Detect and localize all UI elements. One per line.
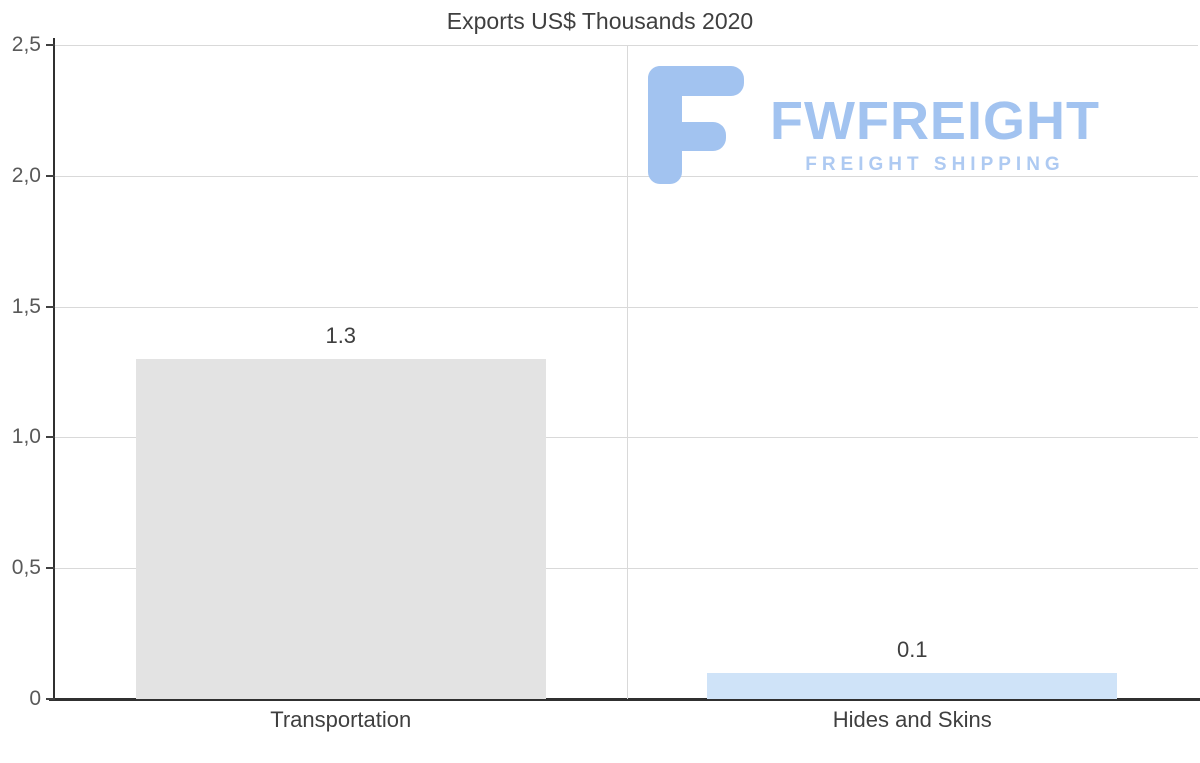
chart-title: Exports US$ Thousands 2020: [446, 8, 754, 34]
y-axis-tick: [46, 174, 55, 177]
gridline-vertical: [626, 45, 628, 699]
y-axis-tick: [46, 305, 55, 308]
y-axis-tick-label: 0: [29, 687, 41, 710]
y-axis-tick: [46, 567, 55, 570]
y-axis-tick: [46, 44, 55, 46]
x-axis-line: [49, 698, 1200, 701]
x-axis-category-label: Transportation: [270, 707, 412, 732]
y-axis-tick-label: 1,5: [11, 294, 41, 318]
bar-value-label: 0.1: [896, 636, 928, 662]
bar-transportation: [135, 358, 546, 699]
fwfreight-tagline: FREIGHT SHIPPING: [805, 154, 1065, 175]
bar-hides-and-skins: [707, 672, 1118, 699]
fwfreight-logo-text: FWFREIGHT FREIGHT SHIPPING: [770, 94, 1100, 176]
bar-value-label: 1.3: [325, 322, 357, 348]
x-axis-category-label: Hides and Skins: [832, 707, 992, 732]
fwfreight-brand-text: FWFREIGHT: [770, 91, 1100, 151]
fwfreight-logo-icon: [648, 66, 744, 184]
y-axis-line: [53, 38, 55, 701]
y-axis-tick-label: 1,0: [11, 425, 41, 449]
y-axis-tick: [46, 436, 55, 439]
fwfreight-logo: FWFREIGHT FREIGHT SHIPPING: [648, 66, 1100, 184]
y-axis-tick-label: 2,0: [11, 163, 41, 187]
y-axis-tick-label: 0,5: [11, 556, 41, 580]
plot-area: 0 0,5 1,0 1,5 2,0 2,5 1.3 0.1: [12, 33, 1198, 710]
y-axis-tick-label: 2,5: [11, 33, 41, 56]
y-axis-tick: [46, 698, 55, 700]
x-axis-category-labels: Transportation Hides and Skins: [55, 707, 1198, 733]
